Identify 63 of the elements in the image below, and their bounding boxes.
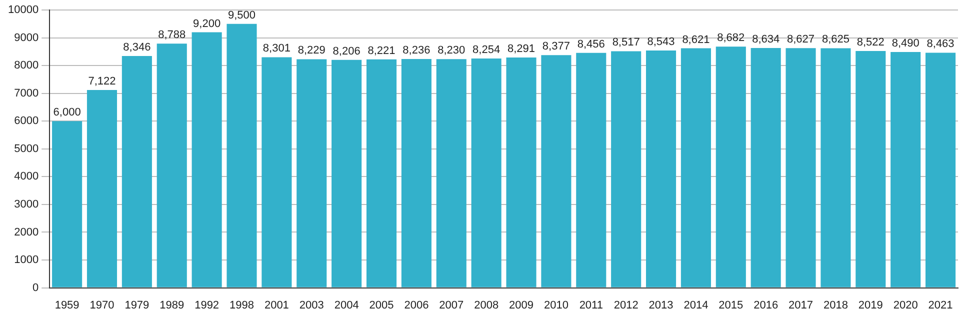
x-tick-label: 2016 xyxy=(754,299,778,312)
x-tick-label: 2017 xyxy=(788,299,814,312)
data-label: 9,200 xyxy=(193,18,221,30)
y-tick-label: 3000 xyxy=(14,198,39,210)
data-label: 8,301 xyxy=(262,42,290,55)
data-label: 8,346 xyxy=(123,41,151,54)
x-tick-label: 2013 xyxy=(648,299,674,312)
data-label: 8,377 xyxy=(542,40,570,53)
y-tick-label: 10000 xyxy=(8,4,39,16)
y-tick-label: 2000 xyxy=(14,226,39,238)
y-tick-label: 5000 xyxy=(14,142,39,155)
data-label: 8,682 xyxy=(717,32,745,44)
data-label: 8,229 xyxy=(298,44,326,57)
x-tick-label: 1979 xyxy=(124,299,150,312)
data-label: 8,788 xyxy=(158,29,186,42)
y-tick-label: 1000 xyxy=(14,254,39,266)
data-label: 8,206 xyxy=(332,45,360,58)
data-label: 8,627 xyxy=(787,34,815,46)
data-label: 8,230 xyxy=(438,44,466,57)
x-tick-label: 1992 xyxy=(194,299,220,312)
data-label: 6,000 xyxy=(53,106,81,119)
x-tick-label: 2008 xyxy=(474,299,499,312)
data-label: 8,221 xyxy=(368,44,396,57)
data-label: 8,490 xyxy=(892,37,920,50)
x-tick-label: 2015 xyxy=(718,299,744,312)
data-label: 8,634 xyxy=(752,33,780,46)
x-tick-label: 2019 xyxy=(858,299,883,312)
x-tick-label: 2020 xyxy=(893,299,918,312)
y-tick-label: 9000 xyxy=(14,32,39,44)
y-tick-label: 7000 xyxy=(14,87,39,100)
x-tick-label: 2014 xyxy=(684,299,708,312)
x-tick-label: 2010 xyxy=(544,299,568,312)
data-label: 8,625 xyxy=(822,34,850,46)
x-tick-label: 2006 xyxy=(404,299,429,312)
x-tick-label: 2018 xyxy=(823,299,848,312)
x-tick-label: 2007 xyxy=(439,299,464,312)
x-tick-label: 2011 xyxy=(579,299,603,312)
x-tick-label: 2005 xyxy=(369,299,394,312)
x-tick-label: 1970 xyxy=(90,299,114,312)
data-label: 8,522 xyxy=(856,36,884,49)
data-label: 7,122 xyxy=(88,75,116,88)
y-tick-label: 8000 xyxy=(14,60,39,72)
data-label: 8,456 xyxy=(577,38,605,50)
data-label: 9,500 xyxy=(228,9,256,22)
x-tick-label: 1959 xyxy=(54,299,80,312)
x-tick-label: 2001 xyxy=(264,299,289,312)
x-tick-label: 1998 xyxy=(230,299,254,312)
data-label: 8,517 xyxy=(612,36,640,49)
x-tick-label: 2021 xyxy=(928,299,953,312)
data-label: 8,236 xyxy=(402,44,430,57)
y-tick-label: 0 xyxy=(32,282,39,294)
x-tick-label: 2009 xyxy=(509,299,534,312)
data-label: 8,291 xyxy=(508,43,536,56)
data-label: 8,463 xyxy=(926,38,954,50)
x-tick-label: 2003 xyxy=(299,299,324,312)
y-tick-label: 4000 xyxy=(14,170,39,183)
x-tick-label: 2012 xyxy=(614,299,638,312)
y-tick-label: 6000 xyxy=(14,115,39,128)
data-label: 8,621 xyxy=(682,34,710,46)
data-label: 8,543 xyxy=(647,36,675,48)
x-tick-label: 2004 xyxy=(334,299,359,312)
x-tick-label: 1989 xyxy=(160,299,184,312)
data-label: 8,254 xyxy=(472,44,500,56)
